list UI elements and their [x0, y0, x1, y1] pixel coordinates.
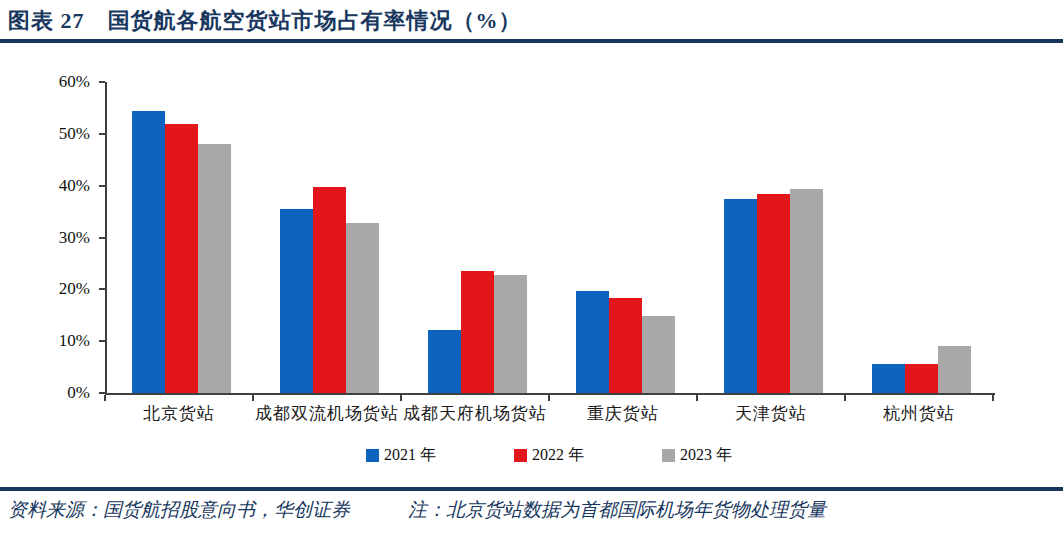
bar-group — [551, 82, 699, 393]
y-tick-mark — [99, 133, 105, 135]
bar-group — [255, 82, 403, 393]
y-tick-mark — [99, 392, 105, 394]
bar-2022年-成都天府机场货站 — [461, 271, 494, 393]
x-category-label: 天津货站 — [697, 402, 845, 425]
y-tick-label: 10% — [30, 332, 90, 350]
y-tick-label: 20% — [30, 280, 90, 298]
plot-area — [105, 82, 995, 395]
footer-divider-line — [0, 487, 1063, 491]
bar-2021年-成都天府机场货站 — [428, 330, 461, 393]
bar-2021年-天津货站 — [724, 199, 757, 393]
x-tick-mark — [104, 395, 106, 401]
x-tick-mark — [844, 395, 846, 401]
legend-swatch-icon — [514, 449, 527, 462]
bar-groups — [107, 82, 995, 393]
x-tick-mark — [696, 395, 698, 401]
y-tick-mark — [99, 288, 105, 290]
x-tick-mark — [992, 395, 994, 401]
legend-swatch-icon — [662, 449, 675, 462]
y-tick-label: 50% — [30, 125, 90, 143]
legend-label: 2022 年 — [532, 445, 584, 466]
bar-2022年-成都双流机场货站 — [313, 187, 346, 393]
x-category-label: 成都天府机场货站 — [401, 402, 549, 425]
bar-group — [107, 82, 255, 393]
bar-2022年-北京货站 — [165, 124, 198, 394]
bar-2022年-天津货站 — [757, 194, 790, 393]
x-tick-mark — [400, 395, 402, 401]
x-tick-mark — [548, 395, 550, 401]
bar-chart: 0% 10% 20% 30% 40% 50% 60% 北京货站成都双流机场货站成都天府机场货… — [0, 60, 1063, 480]
y-tick-mark — [99, 185, 105, 187]
bar-2021年-北京货站 — [132, 111, 165, 394]
x-axis-labels: 北京货站成都双流机场货站成都天府机场货站重庆货站天津货站杭州货站 — [105, 402, 993, 425]
legend-item: 2022 年 — [514, 445, 584, 466]
x-category-label: 北京货站 — [105, 402, 253, 425]
y-tick-label: 30% — [30, 229, 90, 247]
x-tick-mark — [252, 395, 254, 401]
bar-2023年-天津货站 — [790, 189, 823, 393]
bar-group — [847, 82, 995, 393]
x-category-label: 杭州货站 — [845, 402, 993, 425]
legend-label: 2023 年 — [680, 445, 732, 466]
y-tick-label: 60% — [30, 73, 90, 91]
y-tick-mark — [99, 237, 105, 239]
x-category-label: 重庆货站 — [549, 402, 697, 425]
legend-label: 2021 年 — [384, 445, 436, 466]
legend-item: 2023 年 — [662, 445, 732, 466]
y-tick-mark — [99, 81, 105, 83]
y-tick-label: 40% — [30, 177, 90, 195]
bar-2023年-成都天府机场货站 — [494, 275, 527, 393]
legend-swatch-icon — [366, 449, 379, 462]
bar-2023年-成都双流机场货站 — [346, 223, 379, 393]
footer: 资料来源：国货航招股意向书，华创证券 注：北京货站数据为首都国际机场年货物处理货量 — [8, 497, 1058, 523]
y-tick-mark — [99, 340, 105, 342]
source-text: 资料来源：国货航招股意向书，华创证券 — [8, 499, 350, 520]
bar-group — [699, 82, 847, 393]
bar-2021年-重庆货站 — [576, 291, 609, 393]
page-title: 图表 27 国货航各航空货站市场占有率情况（%） — [8, 6, 522, 36]
note-text: 注：北京货站数据为首都国际机场年货物处理货量 — [408, 499, 826, 520]
bar-2023年-重庆货站 — [642, 316, 675, 393]
title-divider-line — [0, 39, 1063, 43]
bar-2022年-重庆货站 — [609, 298, 642, 393]
bar-group — [403, 82, 551, 393]
chart-legend: 2021 年 2022 年 2023 年 — [105, 445, 993, 466]
bar-2022年-杭州货站 — [905, 364, 938, 394]
x-category-label: 成都双流机场货站 — [253, 402, 401, 425]
bar-2021年-杭州货站 — [872, 364, 905, 394]
legend-item: 2021 年 — [366, 445, 436, 466]
bar-2023年-北京货站 — [198, 144, 231, 393]
y-tick-label: 0% — [30, 384, 90, 402]
bar-2021年-成都双流机场货站 — [280, 209, 313, 393]
bar-2023年-杭州货站 — [938, 346, 971, 393]
